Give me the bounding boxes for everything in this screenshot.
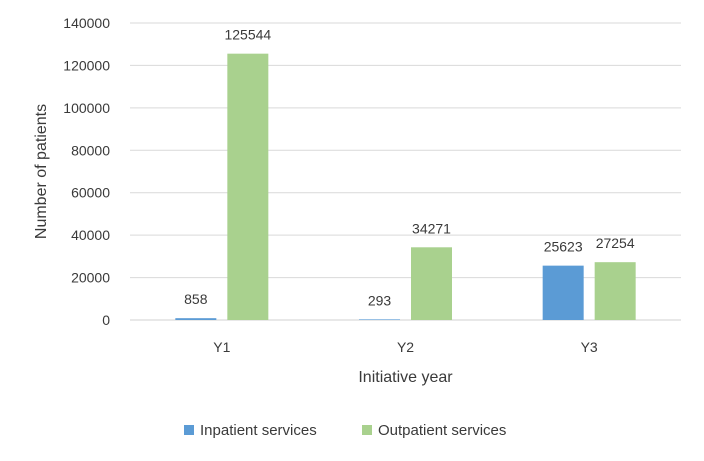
x-tick-label: Y2 <box>397 339 414 355</box>
data-labels: 858 125544 293 34271 25623 27254 <box>184 27 635 309</box>
x-axis-ticks: Y1 Y2 Y3 <box>213 339 598 355</box>
data-label: 125544 <box>224 27 271 43</box>
y-tick-label: 60000 <box>71 185 110 201</box>
legend-swatch <box>184 425 194 435</box>
data-label: 27254 <box>596 235 635 251</box>
y-tick-label: 80000 <box>71 142 110 158</box>
bar-inpatient-services <box>542 265 584 320</box>
legend: Inpatient services Outpatient services <box>184 422 506 439</box>
bar-outpatient-services <box>411 247 452 320</box>
x-tick-label: Y1 <box>213 339 230 355</box>
x-tick-label: Y3 <box>581 339 598 355</box>
y-axis-ticks: 0 20000 40000 60000 80000 100000 120000 140000 <box>63 15 110 328</box>
y-axis-title: Number of patients <box>33 104 50 239</box>
legend-label: Outpatient services <box>378 422 506 439</box>
bar-outpatient-services <box>594 262 636 320</box>
data-label: 293 <box>368 292 392 308</box>
legend-swatch <box>362 425 372 435</box>
bar-inpatient-services <box>175 318 217 320</box>
gridlines <box>130 22 681 321</box>
data-label: 858 <box>184 291 208 307</box>
y-tick-label: 100000 <box>63 100 110 116</box>
x-axis-title: Initiative year <box>358 369 453 386</box>
y-tick-label: 0 <box>102 312 110 328</box>
bar-inpatient-services <box>359 319 400 320</box>
y-tick-label: 140000 <box>63 15 110 31</box>
data-label: 34271 <box>412 220 451 236</box>
bars <box>175 53 636 321</box>
y-tick-label: 120000 <box>63 57 110 73</box>
legend-label: Inpatient services <box>200 422 317 439</box>
data-label: 25623 <box>544 239 583 255</box>
y-tick-label: 20000 <box>71 270 110 286</box>
bar-outpatient-services <box>227 53 269 321</box>
y-tick-label: 40000 <box>71 227 110 243</box>
